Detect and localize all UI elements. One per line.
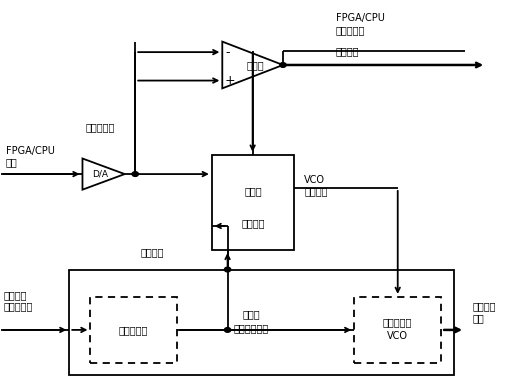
- Text: 恢复的时钟: 恢复的时钟: [3, 301, 33, 312]
- Circle shape: [224, 328, 231, 332]
- Text: 发送参考: 发送参考: [473, 301, 496, 312]
- Bar: [69, 269, 454, 375]
- Bar: [212, 154, 294, 250]
- Text: 控制: 控制: [6, 158, 17, 167]
- Text: 选择开关: 选择开关: [336, 47, 359, 56]
- Circle shape: [224, 267, 231, 272]
- Text: 压控振荡器: 压控振荡器: [383, 317, 412, 327]
- Text: VCO: VCO: [304, 175, 325, 185]
- Text: 锁相环: 锁相环: [242, 309, 260, 319]
- Text: D/A: D/A: [92, 170, 108, 179]
- Circle shape: [280, 63, 286, 67]
- Text: 从业务光: 从业务光: [3, 290, 27, 300]
- Text: 控制电压: 控制电压: [304, 187, 327, 197]
- Text: +: +: [225, 74, 235, 87]
- Text: 模拟开关: 模拟开关: [241, 218, 264, 228]
- Text: 检测比较值: 检测比较值: [336, 25, 365, 35]
- Text: 数模转换器: 数模转换器: [85, 122, 114, 132]
- Text: 误差电压: 误差电压: [141, 247, 164, 257]
- Text: FPGA/CPU: FPGA/CPU: [336, 13, 385, 23]
- Bar: [354, 297, 441, 363]
- Text: 比较器: 比较器: [246, 60, 264, 70]
- Text: 低通滤波器: 低通滤波器: [119, 325, 148, 335]
- Text: 二选一: 二选一: [244, 187, 262, 197]
- Text: -: -: [225, 46, 230, 59]
- Bar: [90, 297, 177, 363]
- Text: （通用部分）: （通用部分）: [234, 323, 269, 333]
- Text: FPGA/CPU: FPGA/CPU: [6, 146, 55, 156]
- Text: 时钟: 时钟: [473, 313, 485, 323]
- Text: VCO: VCO: [387, 331, 408, 341]
- Circle shape: [132, 172, 139, 176]
